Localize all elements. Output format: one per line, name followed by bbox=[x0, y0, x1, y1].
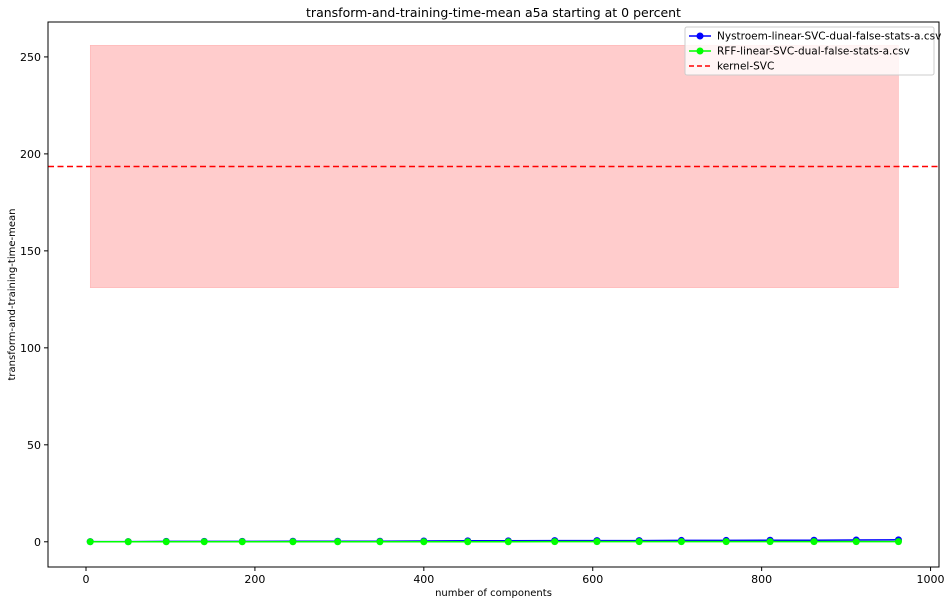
x-tick-label: 800 bbox=[751, 573, 772, 586]
legend-entry-nystroem: Nystroem-linear-SVC-dual-false-stats-a.c… bbox=[689, 31, 941, 43]
x-tick-label: 200 bbox=[244, 573, 265, 586]
x-axis: 0 200 400 600 800 1000 bbox=[83, 567, 945, 586]
y-tick-label: 100 bbox=[20, 342, 41, 355]
y-axis-label: transform-and-training-time-mean bbox=[7, 209, 18, 381]
chart-title: transform-and-training-time-mean a5a sta… bbox=[306, 5, 681, 20]
legend-entry-kernel-svc: kernel-SVC bbox=[689, 61, 774, 73]
series-1-point bbox=[677, 538, 685, 546]
series-layer bbox=[86, 536, 902, 546]
series-1-point bbox=[86, 538, 94, 546]
series-1-point bbox=[852, 538, 860, 546]
legend: Nystroem-linear-SVC-dual-false-stats-a.c… bbox=[684, 26, 941, 76]
legend-entry-rff: RFF-linear-SVC-dual-false-stats-a.csv bbox=[689, 46, 910, 58]
x-axis-label: number of components bbox=[435, 588, 552, 599]
series-1-point bbox=[894, 538, 902, 546]
series-1-point bbox=[200, 538, 208, 546]
plot-area bbox=[48, 45, 939, 546]
series-1-point bbox=[766, 538, 774, 546]
y-tick-label: 250 bbox=[20, 51, 41, 64]
legend-box bbox=[684, 26, 935, 76]
x-tick-label: 600 bbox=[582, 573, 603, 586]
y-tick-label: 50 bbox=[27, 439, 41, 452]
x-tick-label: 1000 bbox=[917, 573, 945, 586]
legend-rff-marker bbox=[696, 47, 704, 55]
legend-rff-label: RFF-linear-SVC-dual-false-stats-a.csv bbox=[717, 46, 910, 58]
x-tick-label: 400 bbox=[413, 573, 434, 586]
legend-kernel-svc-label: kernel-SVC bbox=[717, 61, 774, 73]
series-1-point bbox=[124, 538, 132, 546]
plot-frame bbox=[47, 21, 940, 568]
y-tick-label: 150 bbox=[20, 245, 41, 258]
series-1-point bbox=[593, 538, 601, 546]
x-tick-label: 0 bbox=[83, 573, 90, 586]
y-tick-label: 0 bbox=[34, 536, 41, 549]
series-1-point bbox=[238, 538, 246, 546]
series-1-point bbox=[162, 538, 170, 546]
series-1-point bbox=[376, 538, 384, 546]
series-1-point bbox=[420, 538, 428, 546]
series-1-point bbox=[464, 538, 472, 546]
legend-nystroem-label: Nystroem-linear-SVC-dual-false-stats-a.c… bbox=[717, 31, 941, 43]
series-1-point bbox=[635, 538, 643, 546]
series-1-point bbox=[289, 538, 297, 546]
series-1-point bbox=[504, 538, 512, 546]
series-1-point bbox=[722, 538, 730, 546]
y-axis: 0 50 100 150 200 250 bbox=[20, 51, 48, 549]
series-1-point bbox=[810, 538, 818, 546]
legend-nystroem-marker bbox=[696, 32, 704, 40]
series-1-point bbox=[551, 538, 559, 546]
y-tick-label: 200 bbox=[20, 148, 41, 161]
series-1-point bbox=[334, 538, 342, 546]
